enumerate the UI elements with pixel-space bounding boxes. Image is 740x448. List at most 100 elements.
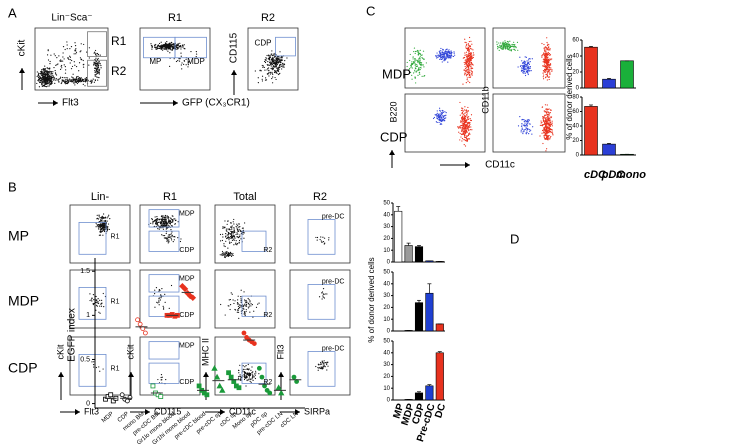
flow-dot [269, 73, 272, 75]
flow-dot [154, 44, 156, 46]
y-tick-label: 1.5 [80, 268, 90, 275]
flow-dot [532, 126, 534, 128]
flow-dot [53, 77, 55, 79]
flow-dot [547, 115, 549, 117]
flow-dot [55, 64, 57, 66]
flow-dot [51, 73, 54, 75]
flow-dot [545, 55, 547, 57]
flow-dot [239, 364, 241, 366]
flow-dot [103, 226, 105, 228]
flow-dot [104, 220, 106, 222]
flow-dot [158, 42, 161, 45]
flow-dot [166, 49, 168, 51]
flow-dot [76, 79, 79, 81]
flow-dot [543, 127, 546, 129]
flow-dot [439, 120, 442, 122]
flow-dot [441, 110, 444, 112]
gate [148, 230, 180, 252]
flow-dot [252, 376, 254, 378]
flow-dot [160, 223, 162, 225]
flow-dot [230, 222, 232, 224]
flow-dot [72, 77, 74, 79]
flow-dot [240, 375, 242, 377]
flow-dot [271, 55, 274, 57]
flow-dot [467, 116, 470, 118]
flow-dot [88, 47, 91, 49]
flow-dot [38, 80, 40, 82]
flow-dot [95, 226, 97, 228]
flow-dot [245, 305, 248, 307]
flow-dot [522, 61, 524, 64]
flow-dot [93, 366, 95, 368]
bar [584, 106, 598, 156]
flow-dot [168, 219, 170, 221]
flow-dot [541, 129, 544, 132]
flow-dot [499, 46, 501, 48]
flow-dot [108, 228, 111, 231]
flow-dot [267, 58, 270, 60]
bar [425, 292, 434, 332]
flow-dot [99, 312, 101, 314]
flow-dot [65, 82, 68, 85]
flow-dot [78, 80, 80, 82]
flow-dot [249, 300, 251, 302]
panel-label: B [8, 179, 17, 194]
flow-dot [467, 62, 469, 64]
flow-dot [243, 237, 245, 239]
flow-dot [169, 220, 171, 222]
flow-dot [545, 52, 548, 55]
flow-dot [52, 71, 54, 73]
flow-dot [267, 64, 269, 67]
flow-dot [226, 251, 228, 253]
flow-dot [97, 225, 99, 227]
flow-dot [160, 41, 162, 43]
flow-dot [243, 308, 245, 310]
flow-dot [71, 59, 73, 62]
flow-dot [460, 109, 463, 112]
flow-dot [520, 64, 522, 67]
flow-dot [423, 75, 425, 77]
flow-dot [551, 122, 553, 124]
flow-dot [414, 59, 416, 61]
flow-dot [231, 293, 233, 295]
flow-dot [220, 303, 222, 306]
flow-dot [315, 365, 317, 368]
flow-dot [168, 234, 170, 236]
flow-dot [46, 71, 49, 74]
flow-dot [321, 298, 323, 300]
flow-dot [277, 67, 279, 69]
flow-dot [244, 374, 246, 377]
flow-dot [248, 372, 250, 374]
flow-dot [467, 69, 469, 71]
flow-dot [164, 45, 166, 47]
flow-dot [542, 142, 544, 145]
flow-dot [238, 239, 241, 242]
flow-dot [466, 131, 468, 133]
flow-dot [503, 43, 505, 46]
flow-dot [106, 231, 108, 233]
flow-dot [55, 74, 58, 76]
flow-dot [164, 293, 166, 296]
flow-dot [240, 295, 242, 298]
flow-dot [433, 116, 436, 119]
flow-dot [78, 62, 81, 64]
flow-dot [464, 54, 466, 56]
flow-dot [54, 82, 56, 84]
flow-dot [82, 83, 84, 85]
flow-dot [76, 82, 79, 85]
flow-dot [80, 77, 82, 79]
flow-dot [419, 49, 421, 51]
flow-dot [542, 78, 545, 80]
flow-dot [528, 59, 530, 61]
arrow-head [75, 409, 80, 415]
flow-dots [219, 218, 246, 259]
flow-dot [545, 122, 547, 125]
flow-dot [98, 72, 100, 74]
flow-dot [242, 365, 244, 367]
flow-dot [177, 60, 179, 62]
flow-dot [69, 78, 71, 80]
flow-dot [219, 233, 222, 236]
flow-dot [463, 139, 465, 141]
flow-dot [542, 58, 545, 60]
flow-dot [232, 231, 234, 233]
